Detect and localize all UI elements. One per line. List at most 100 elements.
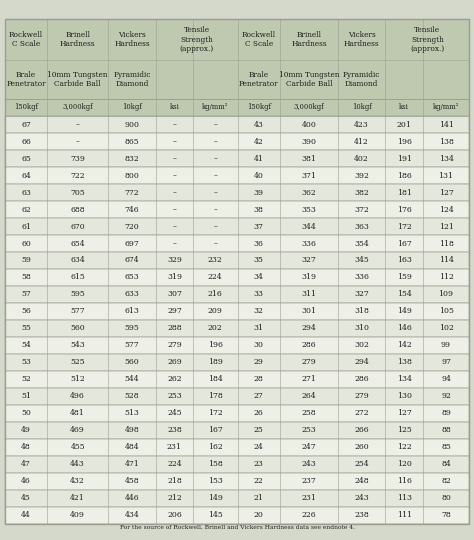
Text: 153: 153 bbox=[208, 477, 223, 485]
Text: 434: 434 bbox=[125, 511, 139, 519]
Text: 146: 146 bbox=[397, 325, 411, 333]
Text: 319: 319 bbox=[301, 273, 317, 281]
Text: 336: 336 bbox=[354, 273, 369, 281]
Text: 231: 231 bbox=[301, 494, 316, 502]
Text: 269: 269 bbox=[167, 359, 182, 367]
Text: 196: 196 bbox=[397, 138, 411, 146]
Text: –: – bbox=[173, 120, 176, 129]
Text: 25: 25 bbox=[254, 427, 264, 434]
Text: 613: 613 bbox=[125, 307, 139, 315]
Text: 254: 254 bbox=[355, 460, 369, 468]
Text: –: – bbox=[173, 188, 176, 197]
Bar bbox=[5, 269, 469, 286]
Text: 167: 167 bbox=[397, 240, 411, 247]
Text: 85: 85 bbox=[441, 443, 451, 451]
Bar bbox=[5, 388, 469, 405]
Bar bbox=[5, 337, 469, 354]
Text: Brinell
Hardness: Brinell Hardness bbox=[291, 31, 327, 48]
Text: 63: 63 bbox=[21, 188, 31, 197]
Text: –: – bbox=[173, 172, 176, 180]
Text: 432: 432 bbox=[70, 477, 85, 485]
Text: 80: 80 bbox=[441, 494, 451, 502]
Text: Brinell
Hardness: Brinell Hardness bbox=[60, 31, 95, 48]
Text: –: – bbox=[76, 138, 80, 146]
Text: 158: 158 bbox=[208, 460, 223, 468]
Text: 226: 226 bbox=[301, 511, 316, 519]
Text: 481: 481 bbox=[70, 409, 85, 417]
Text: 130: 130 bbox=[397, 393, 411, 400]
Text: 595: 595 bbox=[125, 325, 139, 333]
Text: 294: 294 bbox=[354, 359, 369, 367]
Text: Brale
Penetrator: Brale Penetrator bbox=[239, 71, 279, 88]
Bar bbox=[5, 184, 469, 201]
Text: 212: 212 bbox=[167, 494, 182, 502]
Text: 382: 382 bbox=[354, 188, 369, 197]
Text: 248: 248 bbox=[355, 477, 369, 485]
Text: 362: 362 bbox=[301, 188, 316, 197]
Text: 45: 45 bbox=[21, 494, 31, 502]
Text: 670: 670 bbox=[70, 222, 85, 231]
Text: 24: 24 bbox=[254, 443, 264, 451]
Text: Pyramidic
Diamond: Pyramidic Diamond bbox=[343, 71, 380, 88]
Text: 615: 615 bbox=[70, 273, 85, 281]
Text: 134: 134 bbox=[397, 375, 411, 383]
Text: 42: 42 bbox=[254, 138, 264, 146]
Bar bbox=[5, 167, 469, 184]
Text: ksi: ksi bbox=[399, 104, 409, 111]
Text: 55: 55 bbox=[21, 325, 31, 333]
Text: 498: 498 bbox=[125, 427, 139, 434]
Text: 172: 172 bbox=[397, 222, 411, 231]
Text: 722: 722 bbox=[70, 172, 85, 180]
Text: 114: 114 bbox=[438, 256, 454, 265]
Text: 44: 44 bbox=[21, 511, 31, 519]
Text: 560: 560 bbox=[70, 325, 85, 333]
Text: 34: 34 bbox=[254, 273, 264, 281]
Text: 409: 409 bbox=[70, 511, 85, 519]
Text: 654: 654 bbox=[70, 240, 85, 247]
Text: 253: 253 bbox=[301, 427, 316, 434]
Text: 653: 653 bbox=[125, 273, 139, 281]
Text: 159: 159 bbox=[397, 273, 411, 281]
Text: 122: 122 bbox=[397, 443, 411, 451]
Text: 446: 446 bbox=[125, 494, 139, 502]
Bar bbox=[5, 116, 469, 133]
Text: –: – bbox=[213, 206, 217, 213]
Bar bbox=[5, 490, 469, 507]
Text: 469: 469 bbox=[70, 427, 85, 434]
Text: 125: 125 bbox=[397, 427, 411, 434]
Text: 23: 23 bbox=[254, 460, 264, 468]
Text: 390: 390 bbox=[301, 138, 317, 146]
Text: –: – bbox=[213, 138, 217, 146]
Text: 47: 47 bbox=[21, 460, 31, 468]
Bar bbox=[5, 218, 469, 235]
Bar bbox=[5, 320, 469, 337]
Bar bbox=[5, 303, 469, 320]
Text: –: – bbox=[213, 188, 217, 197]
Bar bbox=[5, 19, 469, 99]
Text: 697: 697 bbox=[125, 240, 139, 247]
Text: 56: 56 bbox=[21, 307, 31, 315]
Bar bbox=[5, 201, 469, 218]
Text: kg/mm²: kg/mm² bbox=[433, 104, 459, 111]
Text: 116: 116 bbox=[397, 477, 411, 485]
Text: 31: 31 bbox=[254, 325, 264, 333]
Text: 181: 181 bbox=[397, 188, 411, 197]
Bar bbox=[5, 235, 469, 252]
Text: 224: 224 bbox=[167, 460, 182, 468]
Text: 124: 124 bbox=[438, 206, 453, 213]
Text: 109: 109 bbox=[438, 291, 454, 299]
Text: 10mm Tungsten
Carbide Ball: 10mm Tungsten Carbide Ball bbox=[47, 71, 108, 88]
Text: 279: 279 bbox=[301, 359, 316, 367]
Text: 577: 577 bbox=[125, 341, 139, 349]
Text: 423: 423 bbox=[354, 120, 369, 129]
Text: 471: 471 bbox=[125, 460, 139, 468]
Text: 121: 121 bbox=[438, 222, 454, 231]
Text: 746: 746 bbox=[125, 206, 139, 213]
Text: Vickers
Hardness: Vickers Hardness bbox=[114, 31, 150, 48]
Text: 258: 258 bbox=[301, 409, 316, 417]
Text: 196: 196 bbox=[208, 341, 223, 349]
Text: 633: 633 bbox=[125, 291, 139, 299]
Text: 88: 88 bbox=[441, 427, 451, 434]
Text: 832: 832 bbox=[125, 154, 139, 163]
Text: –: – bbox=[173, 206, 176, 213]
